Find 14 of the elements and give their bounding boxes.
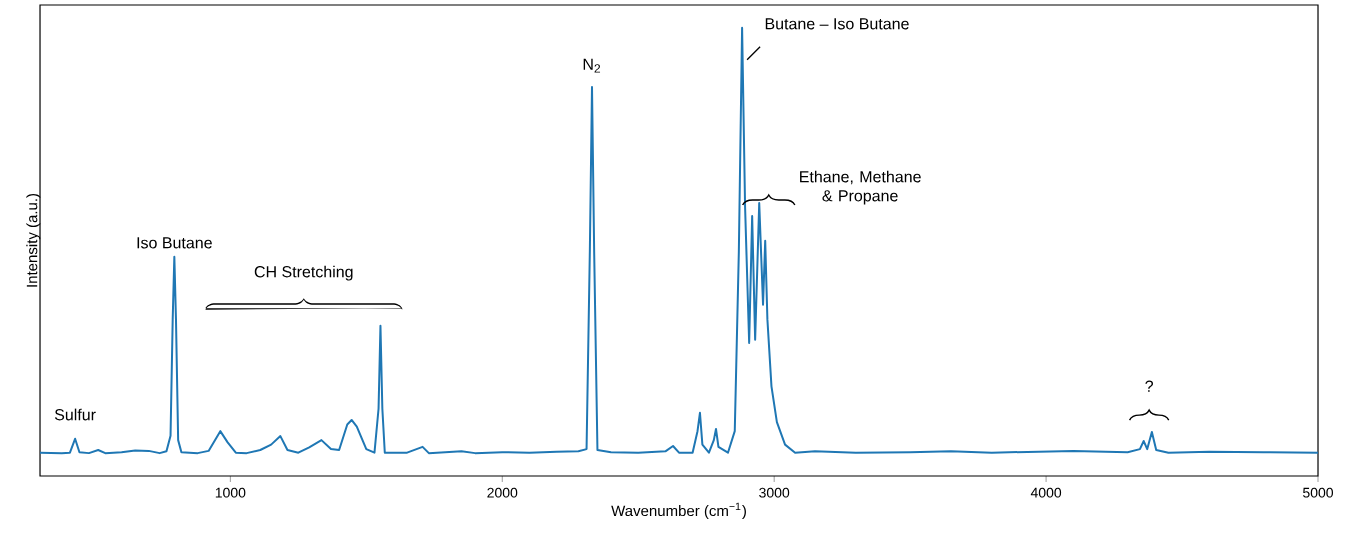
annotation: Butane – Iso Butane [765,18,909,30]
x-tick-label: 1000 [215,487,246,498]
annotation: N$_{2}$ [583,58,601,73]
annotation: Ethane, Methane & Propane [800,170,921,205]
y-axis-title: Intensity (a.u.) [26,193,41,287]
annotation: CH Stretching [254,265,353,281]
annotation: Iso Butane [137,237,212,249]
x-tick-label: 3000 [759,487,790,498]
x-tick-label: 4000 [1030,487,1062,498]
annotation: Sulfur [54,408,96,421]
annotation: ? [1145,380,1154,392]
x-axis-title: Wavenumber (cm$^{−1}$) [611,502,746,520]
x-tick-label: 2000 [487,487,518,498]
x-tick-label: 5000 [1303,487,1334,498]
